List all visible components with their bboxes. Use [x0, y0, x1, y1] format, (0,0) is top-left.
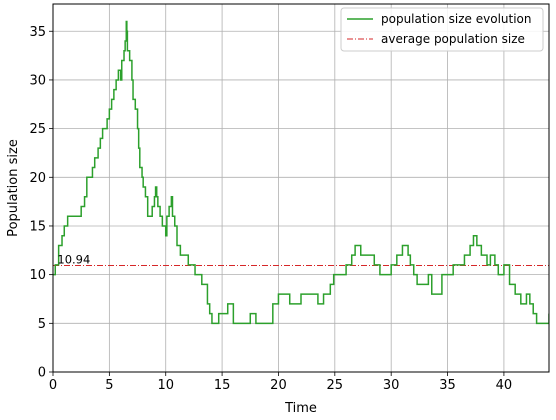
- y-tick-label: 5: [38, 317, 46, 332]
- x-tick-label: 30: [383, 378, 400, 393]
- y-tick-label: 35: [29, 25, 46, 40]
- x-tick-label: 5: [105, 378, 113, 393]
- series-layer: [53, 20, 549, 325]
- y-tick-label: 15: [29, 219, 46, 234]
- y-tick-label: 30: [29, 73, 46, 88]
- legend-box: [340, 7, 544, 52]
- grid: [52, 4, 549, 373]
- y-axis-label: Population size: [6, 139, 21, 237]
- x-tick-label: 0: [49, 378, 57, 393]
- y-tick-label: 25: [29, 122, 46, 137]
- x-tick-label: 35: [439, 378, 456, 393]
- plot-frame: [52, 3, 550, 373]
- y-tick-label: 20: [29, 171, 46, 186]
- y-tick-label: 10: [29, 268, 46, 283]
- x-tick-label: 20: [270, 378, 287, 393]
- population-step-line: [53, 20, 549, 325]
- x-tick-label: 40: [496, 378, 513, 393]
- legend-label-population: population size evolution: [381, 12, 532, 26]
- legend-label-average: average population size: [381, 32, 525, 46]
- x-axis-label: Time: [284, 401, 317, 416]
- average-value-annotation: 10.94: [57, 252, 90, 266]
- legend: population size evolution average popula…: [340, 7, 544, 52]
- x-tick-label: 25: [327, 378, 344, 393]
- y-tick-label: 0: [38, 366, 46, 381]
- x-tick-label: 10: [157, 378, 174, 393]
- ticks: 0 5 10 15 20 25 30 35 40 0 5 10 15 20 25 30 35: [29, 25, 512, 393]
- x-tick-label: 15: [214, 378, 231, 393]
